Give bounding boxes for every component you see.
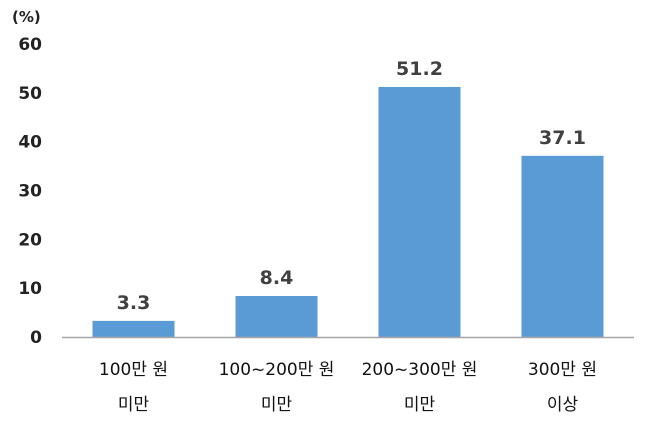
y-tick-label: 10	[18, 279, 42, 299]
data-label: 51.2	[396, 58, 443, 80]
category-label: 100만 원	[99, 360, 168, 380]
category-label: 미만	[404, 395, 436, 415]
data-labels: 3.3 8.4 51.2 37.1	[117, 58, 586, 314]
y-tick-label: 60	[18, 35, 42, 55]
data-label: 37.1	[539, 127, 586, 149]
category-label: 이상	[547, 395, 579, 415]
y-axis-unit-label: (%)	[12, 8, 41, 26]
category-label: 200~300만 원	[362, 360, 478, 380]
bar	[378, 86, 461, 338]
category-label: 미만	[261, 395, 293, 415]
category-labels: 100만 원미만 100~200만 원미만 200~300만 원미만 300만 원이상	[99, 360, 597, 415]
bars	[92, 86, 604, 338]
category-label: 미만	[118, 395, 150, 415]
bar	[521, 155, 604, 337]
y-tick-label: 20	[18, 230, 42, 250]
data-label: 8.4	[260, 267, 294, 289]
category-label: 100~200만 원	[219, 360, 335, 380]
y-axis-ticks: 0 10 20 30 40 50 60	[18, 35, 42, 348]
y-tick-label: 50	[18, 84, 42, 104]
y-tick-label: 0	[30, 328, 42, 348]
y-tick-label: 30	[18, 182, 42, 202]
y-tick-label: 40	[18, 133, 42, 153]
bar	[235, 295, 318, 337]
bar	[92, 320, 175, 337]
data-label: 3.3	[117, 292, 151, 314]
category-label: 300만 원	[528, 360, 597, 380]
